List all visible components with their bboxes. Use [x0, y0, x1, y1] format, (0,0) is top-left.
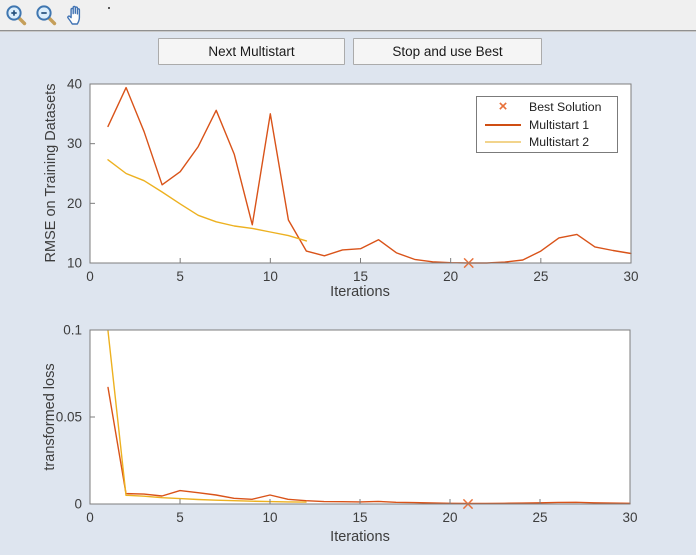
x-tick-label: 10 [262, 510, 277, 525]
legend: × Best Solution Multistart 1 Multistart … [476, 96, 618, 153]
multistart-2-line-icon [477, 141, 529, 143]
multistart-1-line-icon [477, 123, 529, 126]
legend-label: Best Solution [529, 100, 602, 114]
y-tick-label: 20 [67, 196, 82, 211]
legend-item-best-solution[interactable]: × Best Solution [477, 99, 617, 116]
y-tick-label: 0.1 [63, 323, 82, 338]
x-tick-label: 25 [533, 269, 548, 284]
zoom-in-glyph [6, 5, 27, 26]
figure-toolbar [0, 0, 696, 31]
x-tick-label: 20 [442, 510, 457, 525]
bottom-chart-xlabel: Iterations [330, 529, 390, 545]
legend-label: Multistart 1 [529, 117, 590, 132]
y-tick-label: 10 [67, 256, 82, 271]
series-line [107, 159, 308, 242]
x-tick-label: 10 [263, 269, 278, 284]
pan-icon[interactable] [63, 2, 89, 28]
x-tick-label: 30 [622, 510, 637, 525]
x-tick-label: 0 [86, 269, 94, 284]
x-tick-label: 5 [176, 510, 184, 525]
zoom-out-icon[interactable] [33, 2, 59, 28]
x-tick-label: 15 [352, 510, 367, 525]
zoom-in-icon[interactable] [3, 2, 29, 28]
legend-item-multistart-2[interactable]: Multistart 2 [477, 134, 617, 151]
x-tick-label: 5 [176, 269, 184, 284]
bottom-chart-ylabel: transformed loss [42, 363, 58, 471]
y-tick-label: 30 [67, 136, 82, 151]
y-tick-label: 0.05 [56, 410, 82, 425]
x-tick-label: 30 [623, 269, 638, 284]
x-tick-label: 20 [443, 269, 458, 284]
y-tick-label: 40 [67, 77, 82, 92]
toolbar-mark [108, 7, 110, 9]
y-tick-label: 0 [74, 497, 82, 512]
chart-2: 0 5 10 15 20 25 30 0 0.05 0.1 [56, 323, 638, 526]
pan-hand-glyph [67, 5, 81, 25]
legend-label: Multistart 2 [529, 135, 590, 149]
series-line [107, 86, 632, 264]
x-tick-label: 15 [353, 269, 368, 284]
top-chart-xlabel: Iterations [330, 284, 390, 300]
x-tick-label: 25 [532, 510, 547, 525]
next-multistart-button[interactable]: Next Multistart [158, 38, 345, 65]
zoom-out-glyph [36, 5, 57, 26]
best-solution-x-marker-icon: × [498, 98, 508, 115]
plot-area[interactable] [90, 330, 630, 504]
stop-and-use-best-button[interactable]: Stop and use Best [353, 38, 542, 65]
x-tick-label: 0 [86, 510, 94, 525]
series-line [107, 330, 307, 503]
top-chart-ylabel: RMSE on Training Datasets [43, 83, 59, 263]
legend-item-multistart-1[interactable]: Multistart 1 [477, 116, 617, 133]
series-line [107, 386, 631, 505]
